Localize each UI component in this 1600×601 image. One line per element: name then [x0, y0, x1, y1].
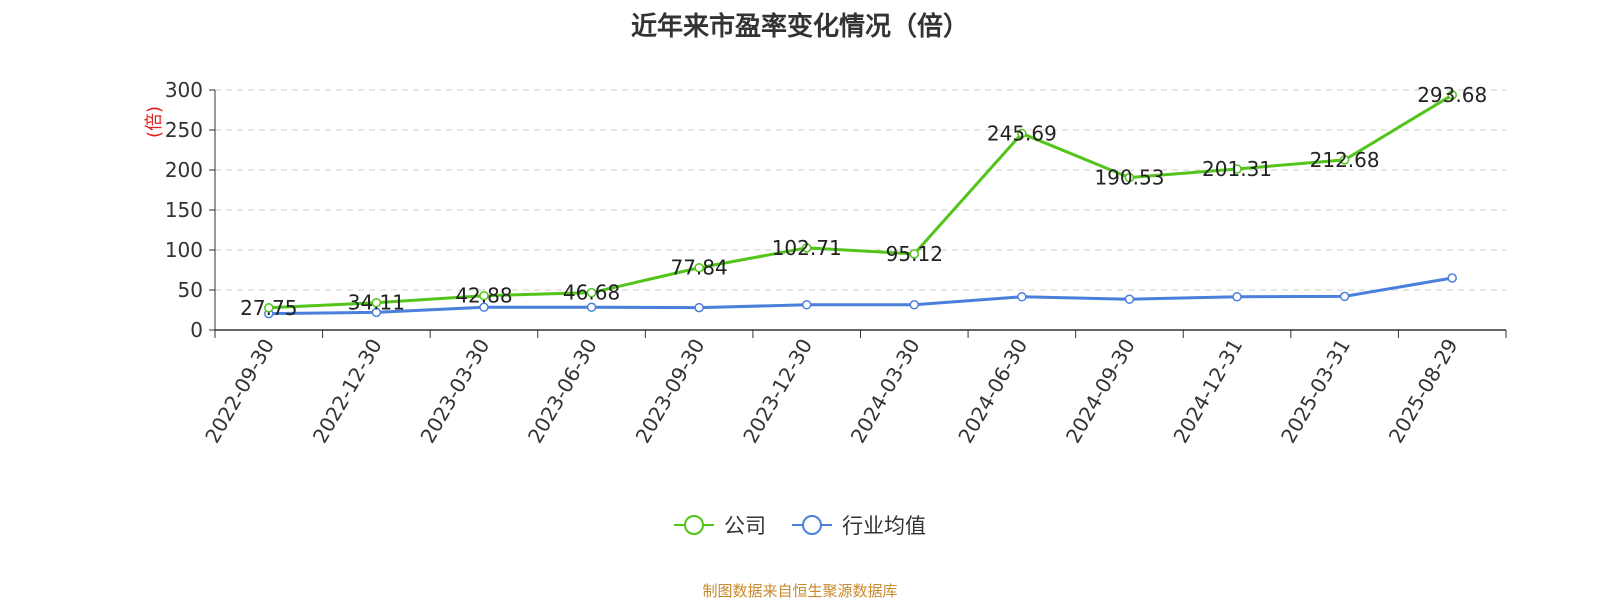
- x-tick-label: 2024-03-30: [846, 335, 925, 448]
- source-note: 制图数据来自恒生聚源数据库: [702, 582, 898, 600]
- data-point-industry-average: [1017, 292, 1027, 302]
- x-tick-label: 2024-12-31: [1168, 335, 1247, 448]
- y-tick-label: 100: [165, 238, 203, 262]
- x-tick-label: 2022-09-30: [200, 335, 279, 448]
- data-point-industry-average: [371, 307, 382, 318]
- data-label: 201.31: [1202, 157, 1272, 181]
- y-tick-label: 150: [165, 198, 203, 222]
- data-point-company: [694, 262, 704, 273]
- data-label: 245.69: [987, 121, 1057, 145]
- data-point-industry-average: [1339, 291, 1350, 302]
- series-line-industry-average: [268, 276, 1453, 316]
- data-point-company: [1124, 172, 1135, 183]
- legend-industry-label: 行业均值: [842, 514, 926, 538]
- x-tick-label: 2023-03-30: [415, 335, 494, 448]
- data-point-company: [1232, 164, 1242, 174]
- data-point-industry-average: [909, 300, 920, 310]
- x-tick-label: 2025-03-31: [1276, 335, 1355, 448]
- x-tick-label: 2022-12-30: [308, 335, 387, 448]
- x-tick-label: 2024-09-30: [1061, 335, 1140, 448]
- data-point-industry-average: [1447, 273, 1457, 283]
- y-tick-label: 50: [178, 278, 203, 302]
- x-tick-label: 2023-12-30: [738, 335, 817, 448]
- legend-item-industry-average[interactable]: 行业均值: [792, 510, 926, 540]
- legend-item-company[interactable]: 公司: [674, 510, 766, 540]
- data-label: 42.88: [455, 284, 512, 308]
- data-point-industry-average: [586, 302, 597, 312]
- data-labels: 27.75 34.11 42.88 46.68 77.84 102.71 95.12 245.…: [240, 83, 1487, 320]
- data-point-company: [1339, 155, 1350, 165]
- grid-lines: [215, 89, 1506, 291]
- legend-company-symbol: [674, 515, 714, 535]
- data-point-industry-average: [1232, 292, 1242, 302]
- y-tick-label: 250: [165, 118, 203, 142]
- data-label: 212.68: [1310, 148, 1380, 172]
- data-label: 77.84: [670, 256, 727, 280]
- data-point-company: [264, 303, 274, 313]
- y-tick-label: 0: [190, 318, 203, 342]
- series-line-company: [268, 93, 1453, 310]
- axes: 0 50 100 150 200 250 300 2022-09-30 2022-12-30 20…: [165, 78, 1507, 448]
- y-axis-label: (倍): [144, 106, 165, 138]
- data-point-company: [479, 290, 489, 301]
- legend-industry-marker: [802, 515, 822, 535]
- data-point-company: [1017, 128, 1027, 139]
- data-point-company: [909, 249, 920, 259]
- data-point-industry-average: [694, 302, 704, 313]
- x-tick-label: 2023-09-30: [631, 335, 710, 448]
- data-point-company: [801, 243, 812, 253]
- data-label: 46.68: [563, 281, 620, 305]
- y-tick-label: 200: [165, 158, 203, 182]
- legend-industry-symbol: [792, 515, 832, 535]
- data-point-industry-average: [1124, 294, 1135, 304]
- data-label: 102.71: [772, 236, 842, 260]
- data-label: 27.75: [240, 296, 297, 320]
- legend-company-label: 公司: [724, 514, 766, 538]
- chart-title: 近年来市盈率变化情况（倍）: [630, 12, 969, 42]
- series: [264, 90, 1457, 319]
- data-label: 34.11: [348, 291, 405, 315]
- data-label: 190.53: [1094, 166, 1164, 190]
- legend: 公司 行业均值: [0, 510, 1600, 540]
- x-tick-label: 2023-06-30: [523, 335, 602, 448]
- data-point-company: [586, 287, 597, 298]
- x-tick-label: 2025-08-29: [1384, 335, 1463, 448]
- legend-company-marker: [684, 515, 704, 535]
- data-point-company: [1447, 90, 1457, 100]
- x-tick-label: 2024-06-30: [953, 335, 1032, 448]
- data-label: 293.68: [1417, 83, 1487, 107]
- y-tick-label: 300: [165, 78, 203, 102]
- data-point-company: [371, 297, 382, 308]
- data-label: 95.12: [886, 242, 943, 266]
- data-point-industry-average: [479, 302, 489, 312]
- data-point-industry-average: [801, 300, 812, 310]
